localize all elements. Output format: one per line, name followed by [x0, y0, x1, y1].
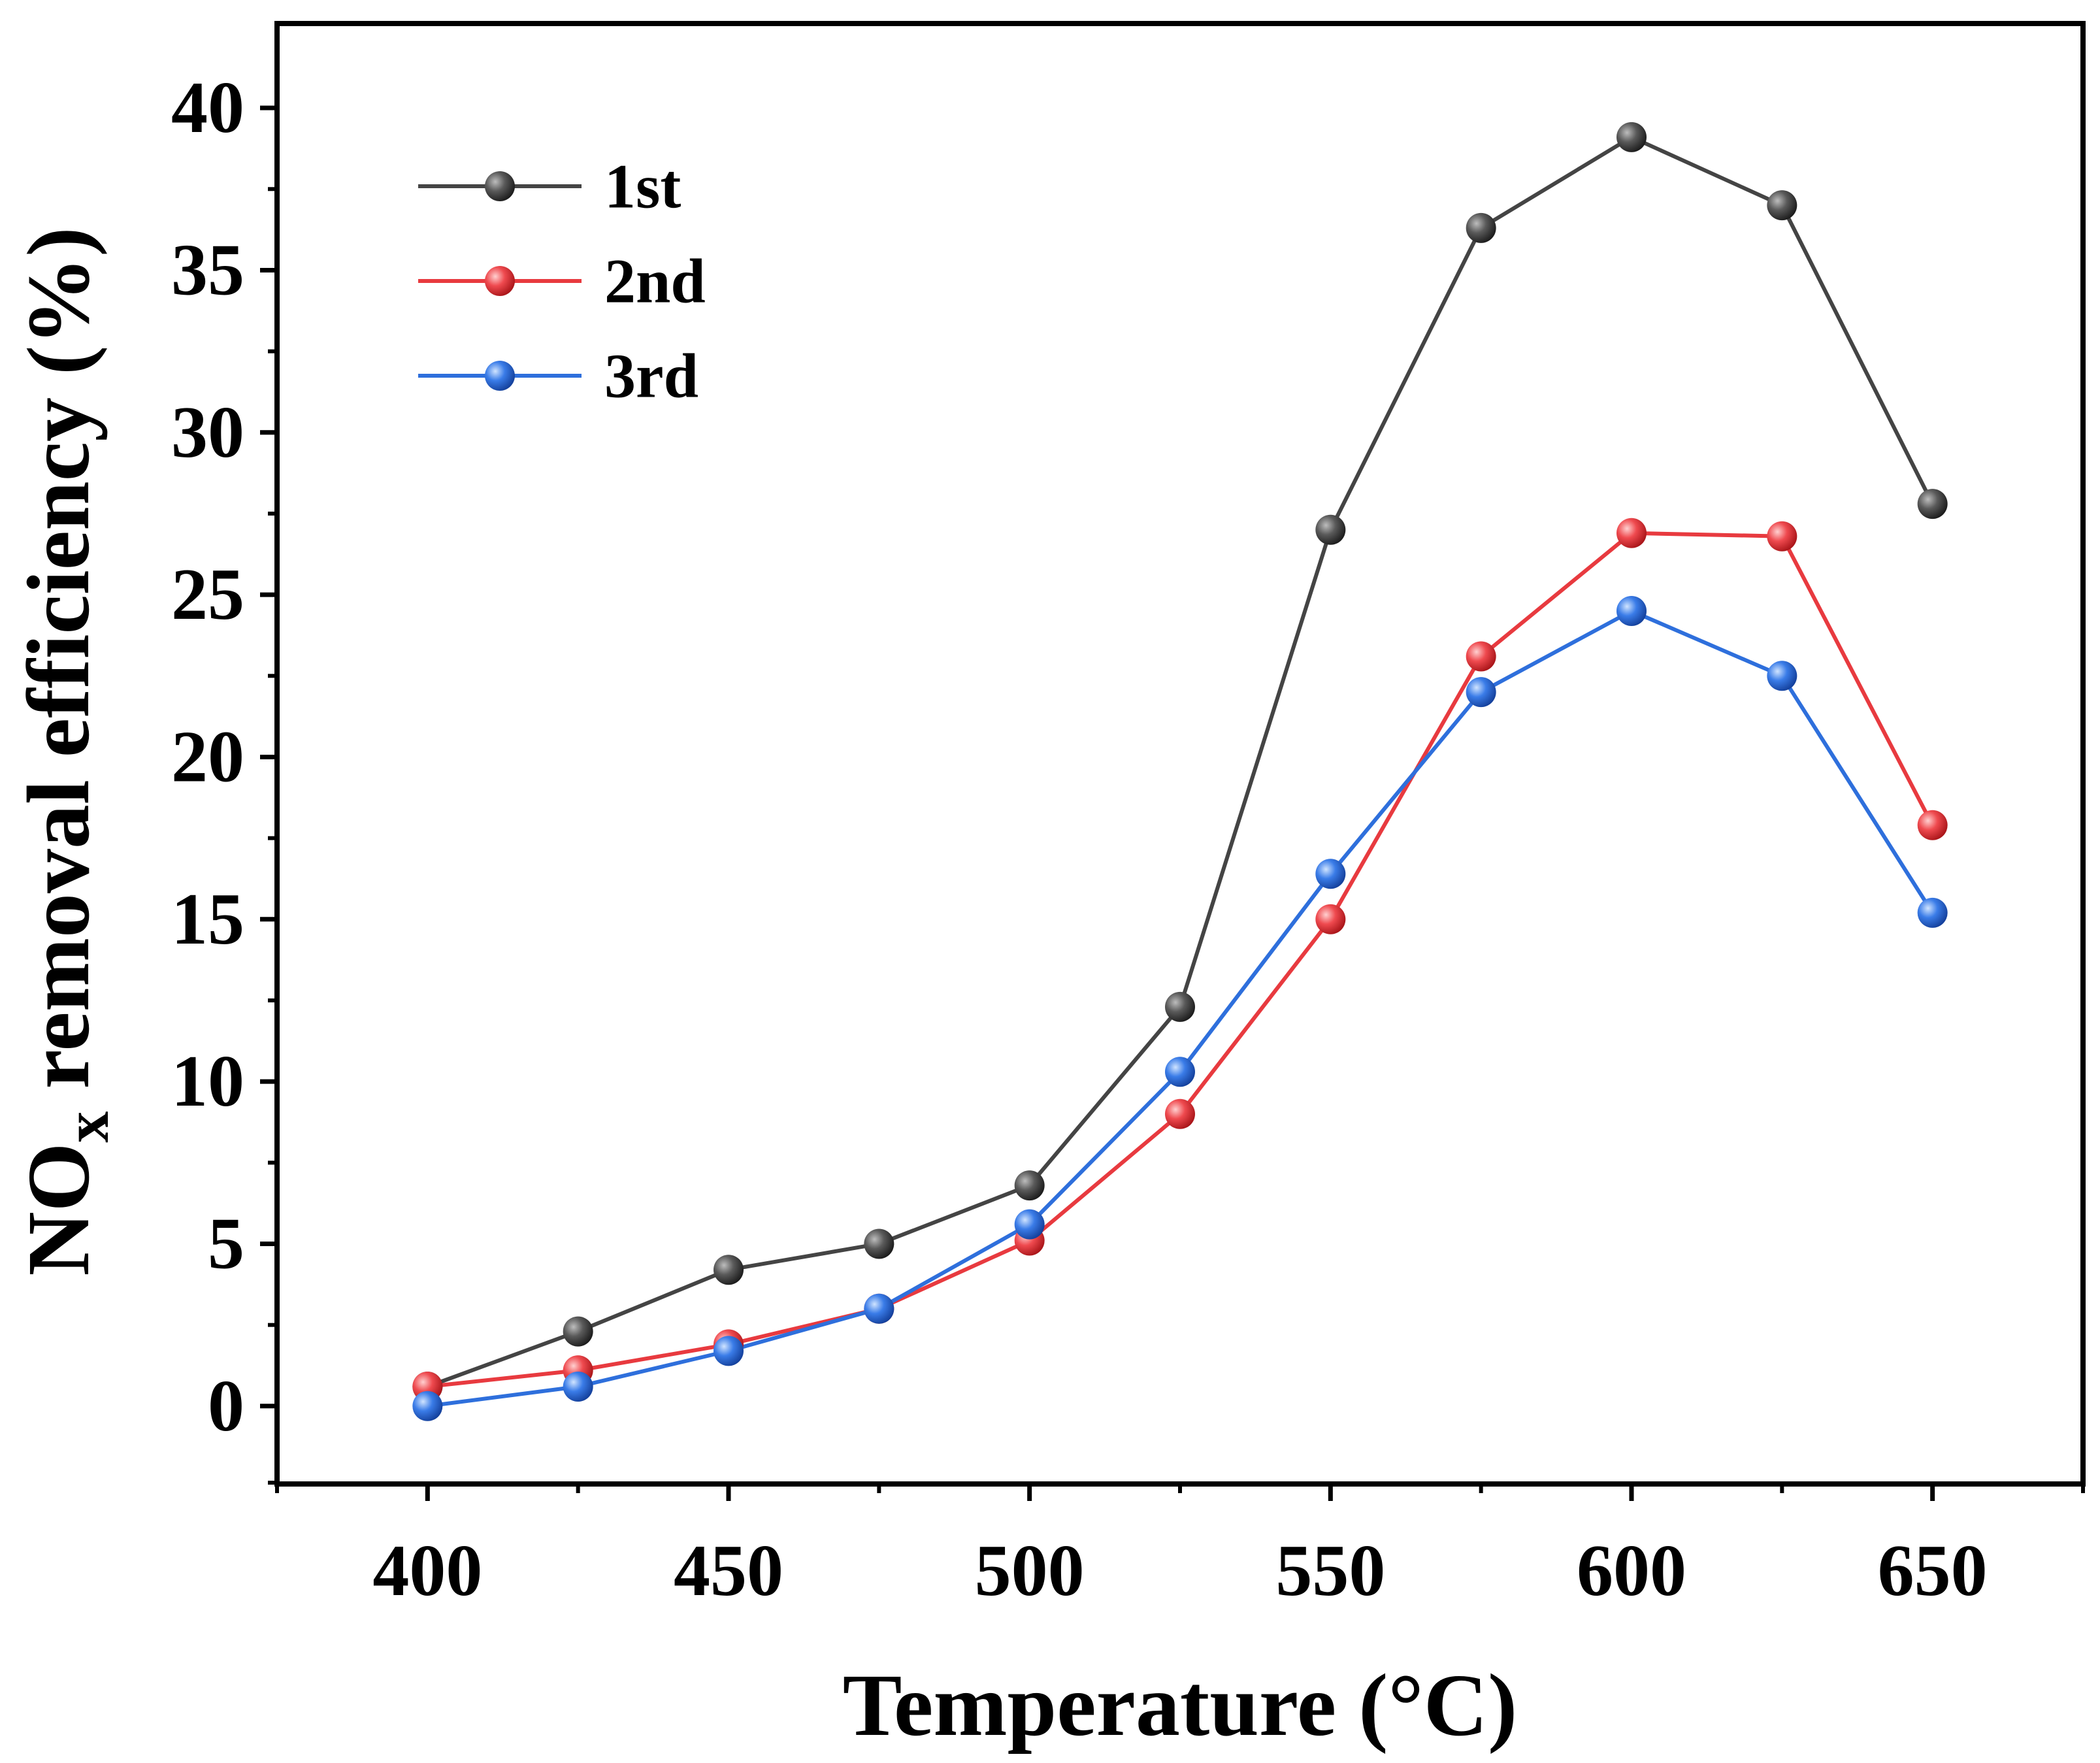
- y-tick-label: 15: [171, 879, 244, 960]
- y-tick-label: 25: [171, 554, 244, 635]
- x-tick-label: 550: [1275, 1530, 1385, 1611]
- y-tick-label: 5: [208, 1203, 244, 1284]
- data-point-3rd: [1165, 1057, 1195, 1087]
- x-axis-ticks: [275, 1484, 2085, 1501]
- data-point-1st: [1165, 991, 1195, 1022]
- data-point-1st: [1616, 122, 1647, 152]
- legend: 1st 2nd 3rd: [418, 152, 706, 411]
- x-tick-label: 650: [1878, 1530, 1988, 1611]
- y-axis-title-rest: removal efficiency (%): [10, 227, 108, 1111]
- legend-marker-3rd: [485, 361, 515, 391]
- x-tick-label: 400: [372, 1530, 482, 1611]
- series-lines: [427, 135, 1935, 1408]
- x-tick-label: 600: [1577, 1530, 1686, 1611]
- legend-marker-1st: [485, 171, 515, 201]
- data-point-3rd: [1767, 661, 1797, 691]
- data-point-2nd: [1917, 810, 1948, 840]
- data-point-3rd: [412, 1391, 443, 1421]
- y-axis-title-main: NO: [10, 1143, 108, 1276]
- data-point-3rd: [714, 1336, 744, 1366]
- data-point-2nd: [1466, 641, 1496, 672]
- data-point-1st: [864, 1228, 894, 1259]
- y-tick-label: 0: [208, 1366, 244, 1447]
- legend-label-1st: 1st: [604, 152, 681, 222]
- y-axis-ticks: [260, 105, 277, 1485]
- data-point-3rd: [864, 1293, 894, 1324]
- y-tick-label: 40: [171, 67, 244, 148]
- series-line-1st: [427, 135, 1935, 1389]
- x-tick-label: 500: [975, 1530, 1085, 1611]
- data-point-3rd: [563, 1372, 593, 1402]
- y-tick-label: 30: [171, 392, 244, 473]
- data-point-3rd: [1917, 897, 1948, 928]
- data-point-2nd: [1165, 1098, 1195, 1129]
- data-point-1st: [1014, 1170, 1045, 1201]
- data-point-1st: [563, 1316, 593, 1347]
- data-point-3rd: [1466, 677, 1496, 708]
- data-point-2nd: [1315, 904, 1346, 934]
- y-tick-label: 35: [171, 229, 244, 310]
- x-tick-label: 450: [674, 1530, 783, 1611]
- data-point-1st: [1767, 190, 1797, 221]
- data-point-3rd: [1014, 1209, 1045, 1240]
- data-point-1st: [714, 1255, 744, 1285]
- data-point-3rd: [1315, 859, 1346, 889]
- data-point-1st: [1466, 212, 1496, 243]
- data-point-2nd: [1616, 518, 1647, 548]
- y-axis-title-subscript: x: [52, 1112, 122, 1143]
- data-point-1st: [1315, 514, 1346, 545]
- plot-frame: [274, 21, 2086, 1487]
- y-tick-label: 10: [171, 1041, 244, 1122]
- x-axis-title: Temperature (°C): [843, 1656, 1518, 1755]
- x-axis-tick-labels: 400 450 500 550 600 650: [372, 1530, 1987, 1611]
- series-line-2nd: [427, 531, 1935, 1389]
- data-point-3rd: [1616, 595, 1647, 626]
- y-axis-tick-labels: 0 5 10 15 20 25 30 35 40: [171, 67, 244, 1447]
- y-axis-title: NOx removal efficiency (%): [10, 227, 122, 1276]
- y-tick-label: 20: [171, 716, 244, 797]
- series-points: [412, 122, 1948, 1421]
- data-point-1st: [1917, 489, 1948, 519]
- legend-label-3rd: 3rd: [604, 341, 698, 411]
- data-point-2nd: [1767, 521, 1797, 552]
- legend-marker-2nd: [485, 266, 515, 296]
- legend-label-2nd: 2nd: [604, 246, 706, 316]
